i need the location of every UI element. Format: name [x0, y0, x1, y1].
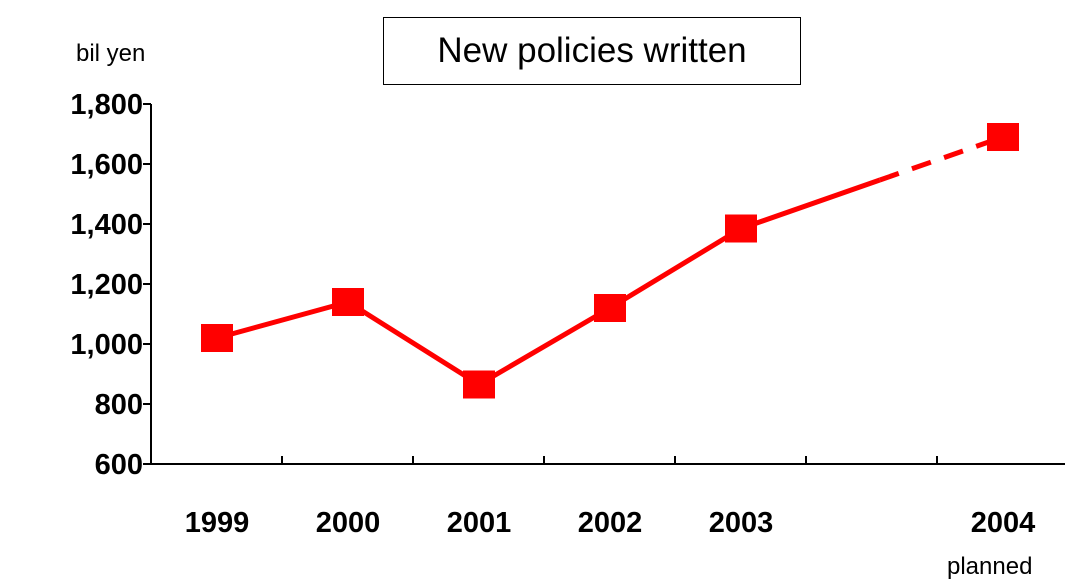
y-tick-label: 1,000: [70, 329, 143, 361]
y-tick-label: 1,400: [70, 209, 143, 241]
x-tick-label: 2000: [316, 507, 381, 539]
x-tick-label: 2001: [447, 507, 512, 539]
x-tick-label: 1999: [185, 507, 250, 539]
data-point-marker: [332, 288, 364, 316]
series-line-actual: [216, 177, 881, 387]
y-axis-unit-label: bil yen: [76, 40, 146, 67]
data-point-marker: [987, 123, 1019, 151]
data-point-marker: [594, 294, 626, 322]
x-tick-label: 2002: [578, 507, 643, 539]
y-tick-label: 800: [95, 389, 143, 421]
data-point-marker: [463, 370, 495, 399]
y-tick-label: 600: [95, 449, 143, 481]
x-tick-label: 2004: [971, 507, 1036, 539]
x-tick-label: 2003: [709, 507, 774, 539]
series-line-planned: [879, 134, 1004, 183]
chart-title-text: New policies written: [437, 31, 747, 70]
y-tick-label: 1,600: [70, 149, 143, 181]
chart-title: New policies written: [383, 17, 801, 85]
y-tick-label: 1,200: [70, 269, 143, 301]
y-tick-label: 1,800: [70, 89, 143, 121]
planned-note: planned: [947, 553, 1033, 580]
data-point-marker: [201, 324, 233, 352]
data-point-marker: [725, 214, 757, 243]
